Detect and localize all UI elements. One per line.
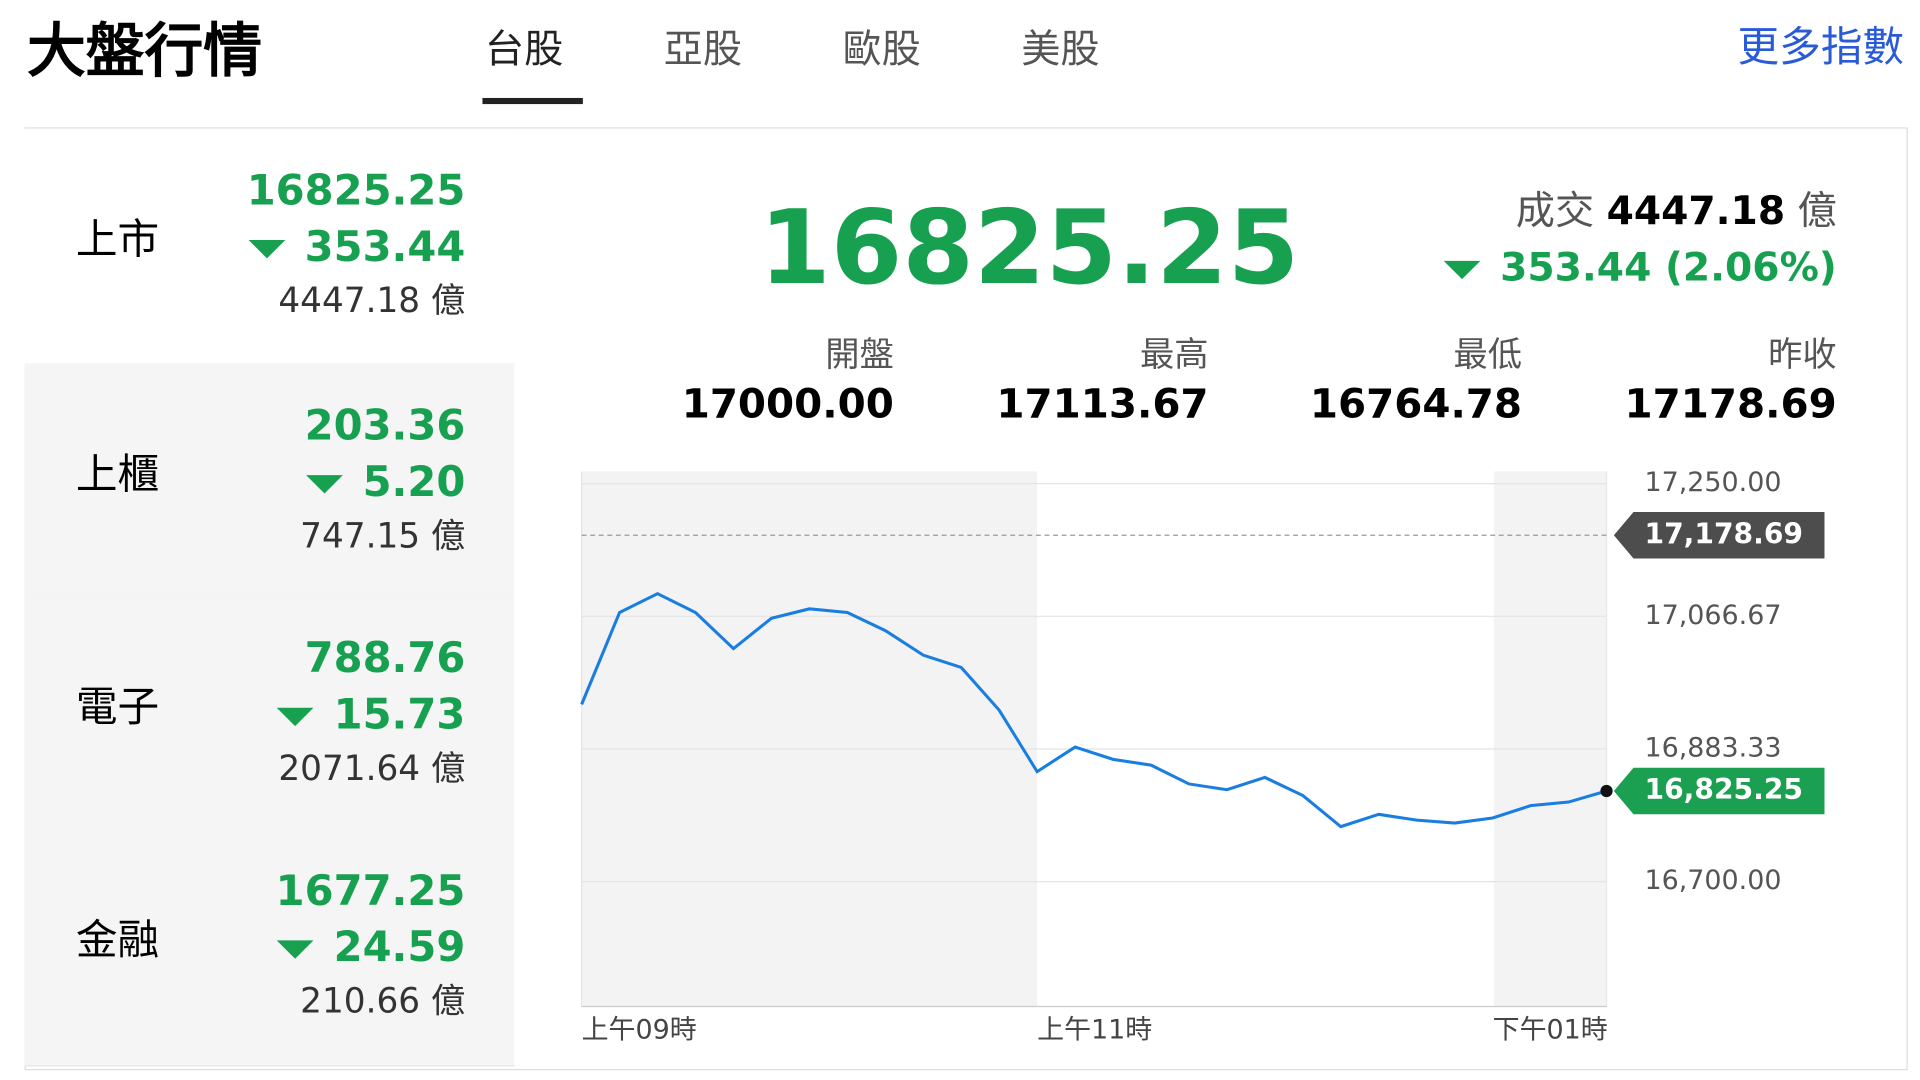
- last-label: 16,825.25: [1644, 773, 1803, 806]
- turnover-label: 成交: [1515, 187, 1595, 234]
- y-tick-label: 17,250.00: [1644, 467, 1781, 498]
- turnover-unit: 億: [1797, 187, 1837, 234]
- index-name: 金融: [75, 915, 160, 965]
- y-tick-label: 16,883.33: [1644, 732, 1781, 763]
- index-change: 353.44: [248, 227, 465, 269]
- tab[interactable]: 亞股: [663, 25, 743, 73]
- index-volume: 747.15 億: [300, 515, 466, 556]
- index-change: 5.20: [306, 462, 465, 504]
- change-text: 353.44: [304, 222, 466, 272]
- stat-value: 17178.69: [1624, 379, 1837, 428]
- stat-value: 17113.67: [996, 379, 1209, 428]
- main-change: 353.44 (2.06%): [1443, 247, 1837, 287]
- stat-value: 16764.78: [1309, 379, 1523, 428]
- main-value: 16825.25: [759, 187, 1300, 308]
- index-name: 上櫃: [75, 450, 160, 500]
- index-name: 電子: [75, 683, 160, 733]
- turnover: 成交 4447.18 億: [1516, 191, 1837, 230]
- change-text: 24.59: [333, 923, 466, 973]
- index-value: 16825.25: [246, 166, 466, 216]
- change-text: 15.73: [333, 690, 466, 740]
- last-point: [1600, 784, 1613, 798]
- index-row[interactable]: [24, 363, 515, 598]
- stat-label: 昨收: [1768, 334, 1837, 375]
- turnover-value: 4447.18: [1606, 187, 1786, 234]
- x-tick-label: 下午01時: [1493, 1015, 1608, 1046]
- index-value: 788.76: [304, 634, 466, 684]
- stat-label: 最高: [1139, 334, 1209, 375]
- session-shade: [1493, 471, 1607, 1007]
- more-link[interactable]: 更多指數: [1737, 23, 1905, 73]
- index-volume: 210.66 億: [300, 980, 466, 1022]
- index-value: 203.36: [304, 401, 466, 451]
- tab[interactable]: 台股: [484, 25, 564, 73]
- last-box: [1613, 767, 1825, 815]
- index-name: 上市: [75, 215, 160, 265]
- x-tick-label: 上午11時: [1037, 1015, 1152, 1046]
- session-shade: [581, 471, 1038, 1007]
- index-volume: 4447.18 億: [278, 280, 466, 321]
- index-row[interactable]: [24, 596, 515, 831]
- x-tick-label: 上午09時: [582, 1015, 697, 1046]
- price-line: [580, 591, 1607, 829]
- index-row[interactable]: [24, 828, 515, 1067]
- stat-label: 最低: [1453, 334, 1523, 375]
- y-tick-label: 16,700.00: [1644, 865, 1781, 896]
- y-tick-label: 17,066.67: [1644, 600, 1781, 631]
- title: 大盤行情: [26, 17, 263, 86]
- index-volume: 2071.64 億: [278, 748, 466, 789]
- change-text: 353.44 (2.06%): [1500, 243, 1837, 291]
- reference-label: 17,178.69: [1644, 517, 1803, 550]
- tab[interactable]: 歐股: [842, 25, 921, 73]
- change-text: 5.20: [362, 457, 466, 507]
- index-change: 24.59: [277, 927, 465, 969]
- reference-box: [1613, 512, 1825, 559]
- stat-label: 開盤: [825, 334, 894, 375]
- index-value: 1677.25: [275, 866, 466, 916]
- index-change: 15.73: [277, 694, 465, 736]
- stat-value: 17000.00: [681, 379, 894, 428]
- tab[interactable]: 美股: [1021, 25, 1100, 73]
- tab-underline: [482, 97, 583, 105]
